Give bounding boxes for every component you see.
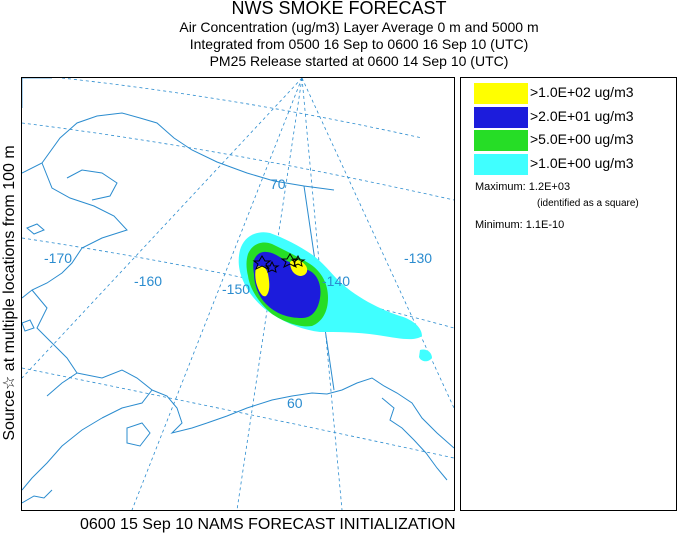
concentration-subtitle: Air Concentration (ug/m3) Layer Average … <box>179 19 539 35</box>
legend-swatch-4 <box>474 154 528 175</box>
map-panel[interactable]: 70 60 -170 -160 -150 -140 -130 <box>21 77 455 511</box>
legend-label-4: >1.0E+00 ug/m3 <box>530 155 634 171</box>
lon-label-150: -150 <box>222 281 250 297</box>
lon-label-160: -160 <box>134 273 162 289</box>
lon-label-130: -130 <box>404 250 432 266</box>
forecast-title: NWS SMOKE FORECAST <box>231 0 447 18</box>
panhandle-islands <box>381 397 448 481</box>
aleutian-islands <box>22 489 53 504</box>
gulf-coast <box>206 377 454 449</box>
integration-period: Integrated from 0500 16 Sep to 0600 16 S… <box>189 36 529 52</box>
latitude-line-high <box>22 237 454 329</box>
source-label: Source☆ at multiple locations from 100 m <box>1 145 18 441</box>
legend-label-2: >2.0E+01 ug/m3 <box>530 108 634 124</box>
latitude-line-70 <box>22 122 454 201</box>
latitude-lines <box>22 78 454 459</box>
lat-label-70: 70 <box>270 176 286 192</box>
alaska-north-coast <box>22 112 335 191</box>
source-marker-3 <box>290 254 306 267</box>
coastline <box>22 112 454 504</box>
legend-minimum: Minimum: 1.1E-10 <box>475 219 565 231</box>
legend-swatch-2 <box>474 107 528 128</box>
cook-inlet <box>151 389 208 434</box>
release-start: PM25 Release started at 0600 14 Sep 10 (… <box>209 53 509 69</box>
initialization-footer: 0600 15 Sep 10 NAMS FORECAST INITIALIZAT… <box>80 516 456 533</box>
legend-label-1: >1.0E+02 ug/m3 <box>530 84 634 100</box>
alaska-peninsula <box>22 417 103 491</box>
source-marker-1 <box>252 255 272 271</box>
legend-swatch-3 <box>474 130 528 151</box>
map-inset-lines <box>22 78 52 108</box>
legend-maximum: Maximum: 1.2E+03 <box>475 181 571 193</box>
lat-label-60: 60 <box>287 395 303 411</box>
legend-panel: >1.0E+02 ug/m3 >2.0E+01 ug/m3 >5.0E+00 u… <box>460 77 677 511</box>
latitude-line-inner <box>61 78 423 139</box>
kodiak-island <box>126 422 151 447</box>
bristol-bay <box>76 369 153 419</box>
longitude-line-170 <box>22 78 303 379</box>
lon-label-170: -170 <box>44 250 72 266</box>
st-lawrence-island <box>26 223 45 235</box>
seward-peninsula <box>66 169 118 201</box>
graticule-labels: 70 60 -170 -160 -150 -140 -130 <box>44 176 432 411</box>
lon-label-140: -140 <box>322 273 350 289</box>
source-markers <box>252 253 306 273</box>
latitude-line-60 <box>22 367 454 459</box>
legend-maximum-note: (identified as a square) <box>537 198 639 209</box>
plume-level-4-a <box>255 266 270 297</box>
yukon-delta <box>31 289 78 397</box>
plume-level-1-blob <box>419 349 432 362</box>
source-marker-4 <box>264 260 280 273</box>
legend-swatch-1 <box>474 83 528 104</box>
smoke-map[interactable]: 70 60 -170 -160 -150 -140 -130 <box>22 78 454 510</box>
alaska-west-coast <box>22 162 128 299</box>
longitude-line-160 <box>131 78 303 510</box>
legend-label-3: >5.0E+00 ug/m3 <box>530 131 634 147</box>
nunivak-island <box>22 319 35 332</box>
